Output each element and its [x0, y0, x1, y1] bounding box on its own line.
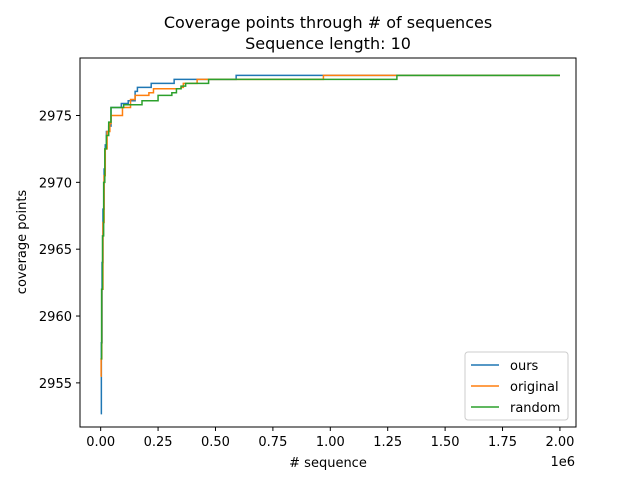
x-tick-label: 2.00: [545, 435, 574, 450]
chart-title: Coverage points through # of sequences: [164, 13, 492, 32]
x-axis-offset-label: 1e6: [550, 455, 575, 470]
x-tick-label: 0.75: [258, 435, 287, 450]
y-tick-label: 2975: [39, 109, 72, 124]
plot-frame: [79, 57, 577, 428]
y-tick-label: 2965: [39, 243, 72, 258]
chart-subtitle: Sequence length: 10: [245, 34, 411, 53]
x-tick-label: 0.00: [86, 435, 115, 450]
series-line-original: [100, 74, 560, 377]
x-tick-label: 1.75: [488, 435, 517, 450]
x-tick-label: 1.00: [316, 435, 345, 450]
series-line-random: [100, 74, 560, 360]
plot-lines: [100, 74, 560, 415]
x-axis-ticks: 0.00 0.25 0.50 0.75 1.00 1.25 1.50 1.75 2.00: [86, 427, 574, 450]
x-axis-label: # sequence: [289, 456, 367, 471]
x-tick-label: 1.25: [373, 435, 402, 450]
x-tick-label: 0.50: [201, 435, 230, 450]
y-tick-label: 2970: [39, 176, 72, 191]
legend-label-ours: ours: [510, 359, 539, 374]
y-tick-label: 2960: [39, 310, 72, 325]
legend-frame: [464, 351, 569, 421]
y-axis-ticks: 2955 2960 2965 2970 2975: [39, 109, 80, 392]
legend: ours original random: [464, 351, 569, 421]
x-tick-label: 0.25: [144, 435, 173, 450]
legend-label-original: original: [510, 380, 559, 395]
x-tick-label: 1.50: [431, 435, 460, 450]
legend-label-random: random: [510, 401, 560, 416]
y-tick-label: 2955: [39, 377, 72, 392]
y-axis-label: coverage points: [15, 190, 30, 295]
